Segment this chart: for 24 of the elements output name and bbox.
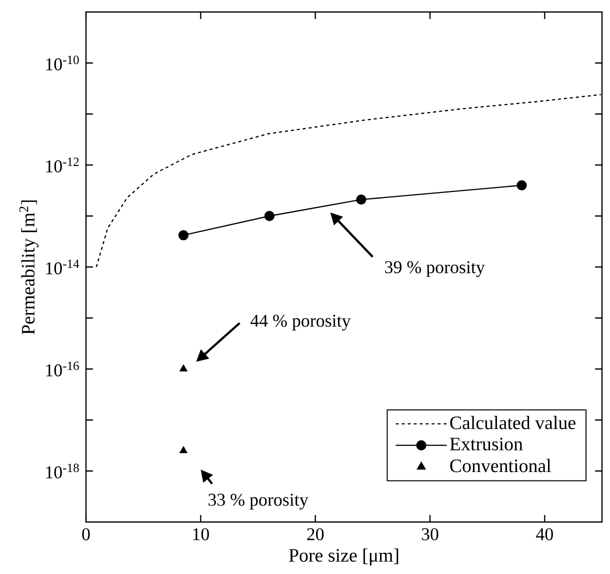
y-tick-label: 10$^{-16}$ (46, 362, 79, 376)
y-tick-label: 10$^{-14}$ (46, 260, 80, 274)
point (516, 180, 527, 190)
y-tick-label: 10$^{-10}$ (46, 56, 79, 70)
y-axis-title: Permeability [m$^{2}$] (19, 200, 38, 334)
x-tick-label: 10 (193, 528, 209, 540)
point (356, 194, 366, 205)
x-tick-label: 40 (536, 528, 553, 540)
point (178, 230, 189, 240)
x-tick-label: 20 (307, 528, 324, 540)
annotation: 44 % porosity (250, 314, 351, 330)
point (264, 210, 275, 222)
legend-label: Extrusion (450, 438, 523, 450)
annotation: 33 % porosity (208, 494, 308, 510)
x-tick-label: 0 (82, 528, 90, 540)
legend-label: Conventional (450, 458, 552, 472)
x-tick-label: 30 (422, 528, 438, 540)
point (179, 364, 188, 372)
x-axis-title: Pore size [μm] (289, 548, 398, 566)
point (179, 446, 188, 454)
y-tick-label: 10$^{-18}$ (46, 464, 79, 478)
y-tick-label: 10$^{-12}$ (46, 158, 79, 172)
legend-label: Calculated value (450, 416, 576, 430)
annotation: 39 % porosity (385, 261, 485, 277)
